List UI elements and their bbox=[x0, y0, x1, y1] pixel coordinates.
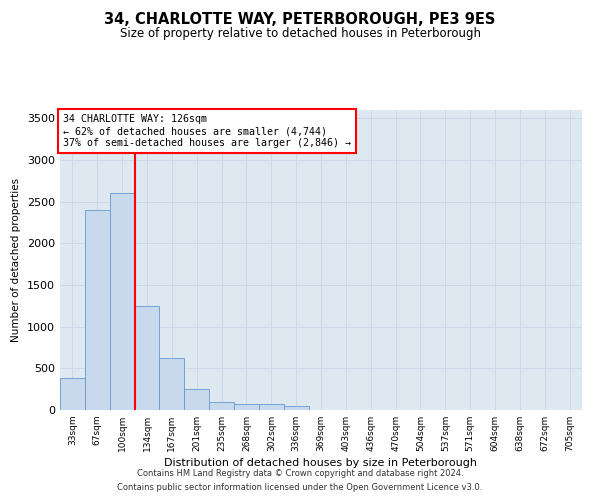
Y-axis label: Number of detached properties: Number of detached properties bbox=[11, 178, 22, 342]
Text: Contains public sector information licensed under the Open Government Licence v3: Contains public sector information licen… bbox=[118, 484, 482, 492]
Bar bbox=[85, 210, 110, 410]
Text: 34 CHARLOTTE WAY: 126sqm
← 62% of detached houses are smaller (4,744)
37% of sem: 34 CHARLOTTE WAY: 126sqm ← 62% of detach… bbox=[62, 114, 350, 148]
Bar bbox=[184, 389, 209, 410]
Text: 34, CHARLOTTE WAY, PETERBOROUGH, PE3 9ES: 34, CHARLOTTE WAY, PETERBOROUGH, PE3 9ES bbox=[104, 12, 496, 28]
Text: Size of property relative to detached houses in Peterborough: Size of property relative to detached ho… bbox=[119, 28, 481, 40]
Bar bbox=[110, 194, 134, 410]
Text: Contains HM Land Registry data © Crown copyright and database right 2024.: Contains HM Land Registry data © Crown c… bbox=[137, 468, 463, 477]
Bar bbox=[134, 306, 160, 410]
Bar bbox=[234, 404, 259, 410]
X-axis label: Distribution of detached houses by size in Peterborough: Distribution of detached houses by size … bbox=[164, 458, 478, 468]
Bar bbox=[259, 404, 284, 410]
Bar bbox=[209, 402, 234, 410]
Bar bbox=[284, 406, 308, 410]
Bar bbox=[60, 378, 85, 410]
Bar bbox=[160, 358, 184, 410]
